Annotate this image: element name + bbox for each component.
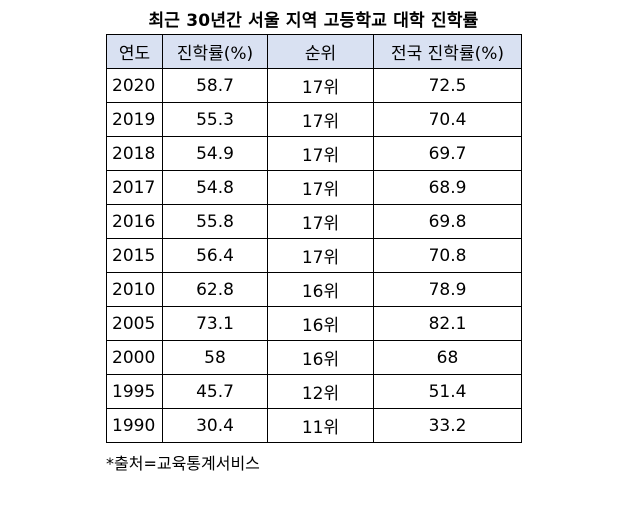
cell-rank: 17위 — [267, 136, 374, 171]
cell-year: 2010 — [106, 272, 163, 307]
cell-rank: 16위 — [267, 272, 374, 307]
table-row: 2016 55.8 17위 69.8 — [106, 204, 522, 239]
cell-national-rate: 70.8 — [373, 238, 522, 273]
header-year: 연도 — [106, 34, 163, 69]
source-note: *출처=교육통계서비스 — [106, 454, 260, 473]
table-row: 2015 56.4 17위 70.8 — [106, 238, 522, 273]
cell-rate: 56.4 — [162, 238, 268, 273]
cell-year: 1995 — [106, 374, 163, 409]
cell-year: 2000 — [106, 340, 163, 375]
cell-national-rate: 69.7 — [373, 136, 522, 171]
cell-rank: 12위 — [267, 374, 374, 409]
cell-year: 2005 — [106, 306, 163, 341]
cell-rate: 55.8 — [162, 204, 268, 239]
cell-rate: 58.7 — [162, 68, 268, 103]
cell-rate: 45.7 — [162, 374, 268, 409]
table-row: 2017 54.8 17위 68.9 — [106, 170, 522, 205]
table-row: 2010 62.8 16위 78.9 — [106, 272, 522, 307]
cell-year: 2018 — [106, 136, 163, 171]
table-row: 1995 45.7 12위 51.4 — [106, 374, 522, 409]
cell-rank: 11위 — [267, 408, 374, 443]
cell-rate: 54.8 — [162, 170, 268, 205]
table-row: 2005 73.1 16위 82.1 — [106, 306, 522, 341]
cell-year: 1990 — [106, 408, 163, 443]
header-rate: 진학률(%) — [162, 34, 268, 69]
cell-rank: 17위 — [267, 170, 374, 205]
header-rank: 순위 — [267, 34, 374, 69]
cell-rate: 58 — [162, 340, 268, 375]
cell-rate: 73.1 — [162, 306, 268, 341]
header-national-rate: 전국 진학률(%) — [373, 34, 522, 69]
enrollment-table: 연도 진학률(%) 순위 전국 진학률(%) 2020 58.7 17위 72.… — [106, 34, 522, 443]
cell-year: 2017 — [106, 170, 163, 205]
cell-rank: 16위 — [267, 340, 374, 375]
cell-rate: 30.4 — [162, 408, 268, 443]
cell-national-rate: 69.8 — [373, 204, 522, 239]
table-row: 2019 55.3 17위 70.4 — [106, 102, 522, 137]
table-row: 2020 58.7 17위 72.5 — [106, 68, 522, 103]
cell-national-rate: 82.1 — [373, 306, 522, 341]
cell-national-rate: 72.5 — [373, 68, 522, 103]
table-title: 최근 30년간 서울 지역 고등학교 대학 진학률 — [148, 11, 479, 31]
cell-national-rate: 78.9 — [373, 272, 522, 307]
cell-national-rate: 68.9 — [373, 170, 522, 205]
cell-rate: 54.9 — [162, 136, 268, 171]
cell-national-rate: 51.4 — [373, 374, 522, 409]
cell-year: 2015 — [106, 238, 163, 273]
cell-rank: 16위 — [267, 306, 374, 341]
cell-rank: 17위 — [267, 68, 374, 103]
cell-year: 2020 — [106, 68, 163, 103]
cell-national-rate: 33.2 — [373, 408, 522, 443]
cell-rate: 62.8 — [162, 272, 268, 307]
table-row: 1990 30.4 11위 33.2 — [106, 408, 522, 443]
cell-national-rate: 70.4 — [373, 102, 522, 137]
cell-year: 2016 — [106, 204, 163, 239]
table-row: 2000 58 16위 68 — [106, 340, 522, 375]
cell-national-rate: 68 — [373, 340, 522, 375]
cell-rank: 17위 — [267, 204, 374, 239]
cell-year: 2019 — [106, 102, 163, 137]
table-row: 2018 54.9 17위 69.7 — [106, 136, 522, 171]
table-header-row: 연도 진학률(%) 순위 전국 진학률(%) — [106, 34, 522, 69]
cell-rank: 17위 — [267, 238, 374, 273]
cell-rank: 17위 — [267, 102, 374, 137]
cell-rate: 55.3 — [162, 102, 268, 137]
